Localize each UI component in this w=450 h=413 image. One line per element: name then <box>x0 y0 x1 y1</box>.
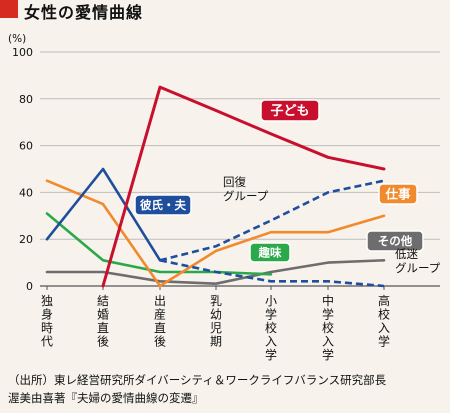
source-line-2: 渥美由喜著『夫婦の愛情曲線の変遷』 <box>8 391 204 405</box>
x-tick-char: 学 <box>265 307 277 322</box>
series-line-partner <box>45 167 162 262</box>
series-label-text: 仕事 <box>384 187 411 202</box>
series-label-box <box>366 230 424 252</box>
x-tick-char: 婚 <box>97 308 109 322</box>
x-tick-char: 幼 <box>210 308 222 322</box>
series-line-recovery <box>159 179 385 262</box>
x-tick-char: 学 <box>378 334 390 349</box>
x-tick-char: 独 <box>41 294 53 308</box>
series-label-hobby: 趣味 <box>249 242 291 263</box>
series-label-text: 趣味 <box>258 246 282 260</box>
line-chart: 020406080100(%)独身時代結婚直後出産直後乳幼児期小学校入学中学校入… <box>8 33 441 362</box>
x-tick-char: 身 <box>41 307 53 322</box>
series-label-text: グループ <box>223 189 269 203</box>
x-tick-char: 結 <box>97 294 109 308</box>
title-bar: 女性の愛情曲線 <box>0 0 450 22</box>
series-label-work: 仕事 <box>378 183 418 205</box>
x-tick-char: 入 <box>322 335 334 349</box>
x-tick-char: 代 <box>41 335 53 349</box>
x-tick-char: 校 <box>378 307 390 322</box>
x-tick-char: 校 <box>265 320 277 335</box>
series-label-text: 子ども <box>270 104 309 119</box>
x-tick-char: 直 <box>97 321 109 335</box>
x-tick-char: 出 <box>154 294 166 308</box>
x-tick-char: 学 <box>322 307 334 322</box>
y-tick-label: 60 <box>19 140 33 153</box>
series-line-other <box>45 258 386 286</box>
x-tick-char: 学 <box>265 347 277 362</box>
series-label-box <box>260 99 320 122</box>
y-unit-label: (%) <box>8 33 26 45</box>
series-label-box <box>134 194 192 216</box>
x-tick-char: 時 <box>41 321 53 335</box>
series-line-child <box>101 85 386 288</box>
chart-title: 女性の愛情曲線 <box>24 3 144 22</box>
series-label-text: 彼氏・夫 <box>140 198 186 212</box>
x-tick-char: 児 <box>210 321 222 335</box>
series-label-text: 低迷 <box>395 247 418 261</box>
y-tick-label: 40 <box>19 186 33 199</box>
x-tick-char: 校 <box>322 320 334 335</box>
y-tick-label: 100 <box>12 46 33 59</box>
x-tick-char: 後 <box>97 335 109 349</box>
x-tick-char: 産 <box>154 307 166 322</box>
series-label-other: その他 <box>366 230 424 252</box>
source-note: （出所）東レ経営研究所ダイバーシティ＆ワークライフバランス研究部長 渥美由喜著『… <box>8 371 448 407</box>
x-tick-char: 中 <box>322 293 334 308</box>
y-tick-label: 0 <box>26 280 33 293</box>
series-line-slump <box>159 259 385 288</box>
x-tick-char: 高 <box>378 293 390 308</box>
series-label-box <box>249 242 291 263</box>
series-label-text: グループ <box>395 261 441 275</box>
x-tick-char: 乳 <box>210 294 222 308</box>
x-tick-char: 直 <box>154 321 166 335</box>
x-tick-char: 小 <box>265 294 277 308</box>
series-label-partner: 彼氏・夫 <box>134 194 192 216</box>
x-tick-char: 入 <box>265 335 277 349</box>
series-label-text: 回復 <box>223 175 246 189</box>
series-line-hobby <box>45 212 273 276</box>
x-tick-char: 後 <box>154 335 166 349</box>
source-line-1: （出所）東レ経営研究所ダイバーシティ＆ワークライフバランス研究部長 <box>8 373 387 387</box>
y-tick-label: 80 <box>19 93 33 106</box>
series-label-text: その他 <box>378 234 413 248</box>
series-label-box <box>378 183 418 205</box>
x-tick-char: 学 <box>322 347 334 362</box>
x-tick-char: 期 <box>210 335 222 349</box>
series-line-work <box>45 179 386 288</box>
title-marker <box>0 0 18 18</box>
x-tick-char: 入 <box>378 321 390 335</box>
y-tick-label: 20 <box>19 233 33 246</box>
series-label-child: 子ども <box>260 99 320 122</box>
